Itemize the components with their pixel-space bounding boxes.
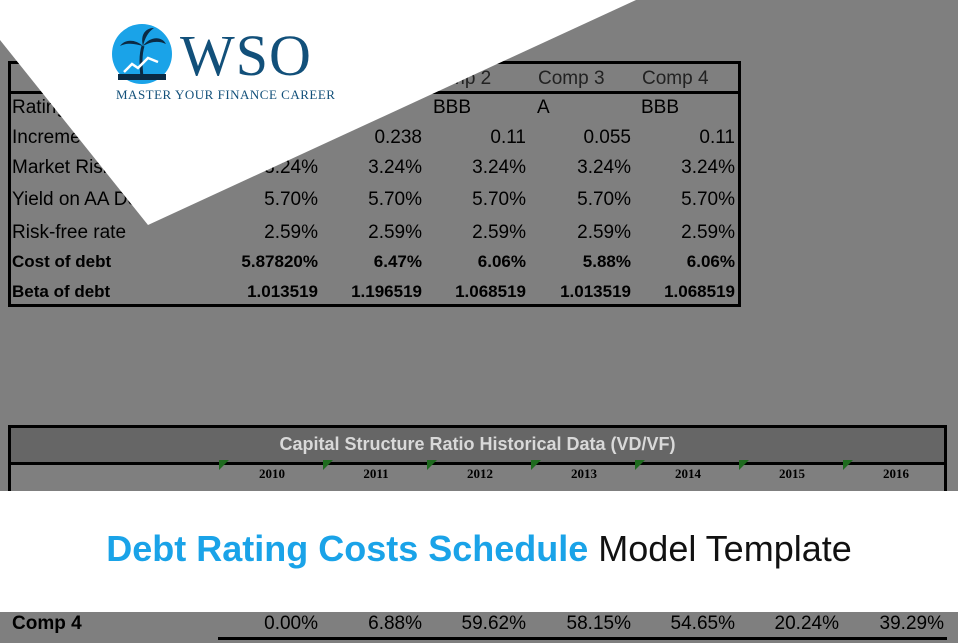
table-cell: 3.24% bbox=[472, 157, 526, 178]
row-label: Beta of debt bbox=[12, 282, 111, 301]
header-comp-4: Comp 4 bbox=[642, 68, 709, 89]
row-label: Market Risk bbox=[12, 157, 113, 178]
table-cell: 0.11 bbox=[490, 127, 526, 148]
table-cell: 5.70% bbox=[681, 189, 735, 210]
cell-comment-marker bbox=[323, 460, 333, 470]
table-cell: 5.70% bbox=[264, 189, 318, 210]
table-cell: 59.62% bbox=[461, 613, 526, 634]
table-cell: 6.47% bbox=[373, 252, 422, 271]
cell-comment-marker bbox=[531, 460, 541, 470]
table-cell: 6.06% bbox=[686, 252, 735, 271]
banner-title-rest: Model Template bbox=[588, 528, 852, 569]
header-comp-3: Comp 3 bbox=[538, 68, 605, 89]
table-cell: A bbox=[537, 97, 550, 118]
banner-title: Debt Rating Costs Schedule Model Templat… bbox=[0, 528, 958, 570]
table-cell: 0.00% bbox=[264, 613, 318, 634]
title-banner: Debt Rating Costs Schedule Model Templat… bbox=[0, 491, 958, 612]
table-cell: 5.88% bbox=[582, 252, 631, 271]
table-cell: 1.013519 bbox=[247, 282, 318, 301]
table-cell: 5.70% bbox=[368, 189, 422, 210]
table-cell: 6.06% bbox=[477, 252, 526, 271]
table-cell: 0.055 bbox=[583, 127, 631, 148]
header-comp-2: mp 2 bbox=[449, 68, 492, 89]
table-row: Comp 4 0.00% 6.88% 59.62% 58.15% 54.65% 20.24… bbox=[0, 612, 958, 643]
table-cell: 2.59% bbox=[368, 222, 422, 243]
row-label: Risk-free rate bbox=[12, 222, 127, 243]
row-label: Comp 4 bbox=[12, 613, 82, 634]
table-cell: 0.238 bbox=[374, 127, 422, 148]
table-title-bar: Capital Structure Ratio Historical Data … bbox=[11, 428, 944, 462]
table-cell: 58.15% bbox=[566, 613, 631, 634]
year-header: 2015 bbox=[779, 466, 805, 481]
row-bottom-border bbox=[218, 637, 947, 640]
row-label: Increme bbox=[12, 127, 81, 148]
table-cell: 1.068519 bbox=[455, 282, 526, 301]
year-header: 2012 bbox=[467, 466, 493, 481]
table-cell: BBB bbox=[433, 97, 472, 118]
palm-tree-icon bbox=[112, 24, 172, 84]
table-cell: 20.24% bbox=[774, 613, 839, 634]
cell-comment-marker bbox=[219, 460, 229, 470]
table-cell: 5.87820% bbox=[241, 252, 318, 271]
year-header: 2011 bbox=[363, 466, 389, 481]
cell-comment-marker bbox=[427, 460, 437, 470]
table-cell: 3.24% bbox=[577, 157, 631, 178]
table-cell: 1.013519 bbox=[560, 282, 631, 301]
table-cell: 5.70% bbox=[472, 189, 526, 210]
year-header: 2016 bbox=[883, 466, 909, 481]
logo-text: WSO bbox=[180, 23, 312, 88]
cell-comment-marker bbox=[635, 460, 645, 470]
table-cell: 3.24% bbox=[368, 157, 422, 178]
table-cell: 54.65% bbox=[670, 613, 735, 634]
year-header: 2013 bbox=[571, 466, 597, 481]
table-cell: 1.196519 bbox=[351, 282, 422, 301]
banner-title-highlight: Debt Rating Costs Schedule bbox=[106, 528, 589, 569]
table-cell: 39.29% bbox=[879, 613, 944, 634]
table-title: Capital Structure Ratio Historical Data … bbox=[279, 434, 676, 454]
table-cell: 3.24% bbox=[681, 157, 735, 178]
table-cell: 2.59% bbox=[681, 222, 735, 243]
table-cell: 2.59% bbox=[472, 222, 526, 243]
capital-structure-table: Capital Structure Ratio Historical Data … bbox=[8, 425, 947, 491]
cell-comment-marker bbox=[739, 460, 749, 470]
year-header: 2010 bbox=[259, 466, 285, 481]
table-cell: 2.59% bbox=[264, 222, 318, 243]
table-cell: 6.88% bbox=[368, 613, 422, 634]
row-label: Cost of debt bbox=[12, 252, 112, 271]
table-cell: 5.70% bbox=[577, 189, 631, 210]
table-cell: 0.11 bbox=[699, 127, 735, 148]
table-cell: 1.068519 bbox=[664, 282, 735, 301]
wso-logo: WSO MASTER YOUR FINANCE CAREER bbox=[110, 20, 350, 105]
year-header-row bbox=[11, 462, 944, 494]
table-cell: BBB bbox=[641, 97, 680, 118]
table-cell: 2.59% bbox=[577, 222, 631, 243]
row-label: Yield on AA De bbox=[12, 189, 139, 210]
table-cell: 3.24% bbox=[264, 157, 318, 178]
cell-comment-marker bbox=[843, 460, 853, 470]
logo-tagline: MASTER YOUR FINANCE CAREER bbox=[116, 87, 336, 102]
row-label: Rating bbox=[12, 97, 67, 118]
year-header: 2014 bbox=[675, 466, 701, 481]
